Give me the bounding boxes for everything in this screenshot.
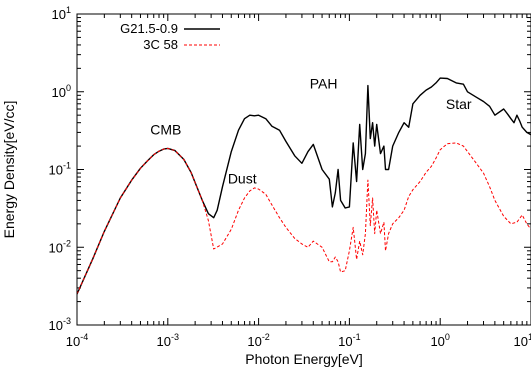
y-axis-title: Energy Density[eV/cc]	[1, 101, 17, 239]
x-tick-label: 101	[514, 332, 531, 349]
annotations: CMB Dust PAH Star	[150, 76, 472, 187]
legend: G21.5-0.93C 58	[120, 21, 220, 52]
series-line-1	[77, 77, 531, 295]
plot-frame	[76, 13, 531, 326]
series-line-2	[77, 142, 531, 295]
x-tick-label: 10-2	[247, 332, 269, 349]
y-tick-label: 10-2	[49, 238, 71, 255]
legend-label: 3C 58	[143, 37, 178, 52]
x-tick-label: 100	[430, 332, 449, 349]
annotation-label: PAH	[310, 76, 338, 92]
annotation-label: CMB	[150, 122, 181, 138]
x-tick-label: 10-1	[338, 332, 360, 349]
y-tick-label: 101	[52, 5, 71, 22]
series-group	[77, 77, 531, 295]
y-tick-label: 10-1	[49, 161, 71, 178]
x-tick-label: 10-3	[157, 332, 179, 349]
y-tick-label: 100	[52, 83, 71, 100]
y-tick-label: 10-3	[49, 316, 71, 333]
legend-label: G21.5-0.9	[120, 21, 178, 36]
axis-ticks	[76, 13, 531, 326]
x-axis-title: Photon Energy[eV]	[245, 351, 363, 367]
annotation-label: Dust	[228, 171, 257, 187]
x-tick-label: 10-4	[66, 332, 88, 349]
annotation-label: Star	[446, 96, 472, 112]
